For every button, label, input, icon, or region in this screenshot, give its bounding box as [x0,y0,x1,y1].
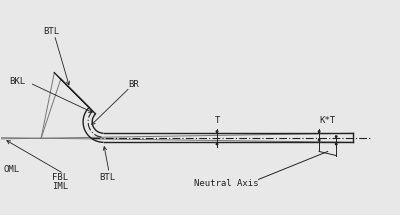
Text: BR: BR [128,80,139,89]
Text: Neutral Axis: Neutral Axis [194,180,259,188]
Polygon shape [335,142,337,144]
Text: K*T: K*T [320,116,336,125]
Polygon shape [216,142,218,144]
Text: BTL: BTL [43,27,59,36]
Text: FBL: FBL [52,173,68,182]
Polygon shape [216,131,218,133]
Text: IML: IML [52,182,68,191]
Text: T: T [214,116,220,125]
Text: BTL: BTL [99,173,115,182]
Text: OML: OML [3,165,20,174]
Polygon shape [318,131,320,133]
Polygon shape [318,138,320,140]
Text: BKL: BKL [9,77,25,86]
Polygon shape [335,136,337,138]
